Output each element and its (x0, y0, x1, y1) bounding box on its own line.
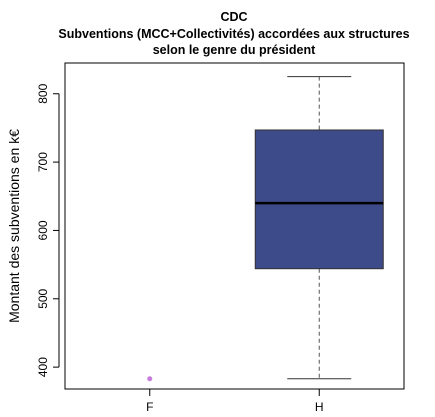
x-tick-label-H: H (315, 400, 324, 414)
point-f (147, 376, 153, 382)
chart-title: CDC (220, 10, 247, 24)
chart-subtitle-line-2: selon le genre du président (153, 43, 316, 57)
y-tick-label-800: 800 (36, 83, 50, 103)
y-tick-label-400: 400 (36, 357, 50, 377)
plot-frame (64, 62, 405, 390)
y-tick-label-700: 700 (36, 152, 50, 172)
y-axis-label: Montant des subventions en k€ (6, 129, 22, 323)
box-h (254, 129, 384, 270)
x-tick-label-F: F (146, 400, 153, 414)
y-tick-label-600: 600 (36, 220, 50, 240)
y-tick-label-500: 500 (36, 288, 50, 308)
chart-subtitle-line-1: Subventions (MCC+Collectivités) accordée… (58, 27, 409, 41)
